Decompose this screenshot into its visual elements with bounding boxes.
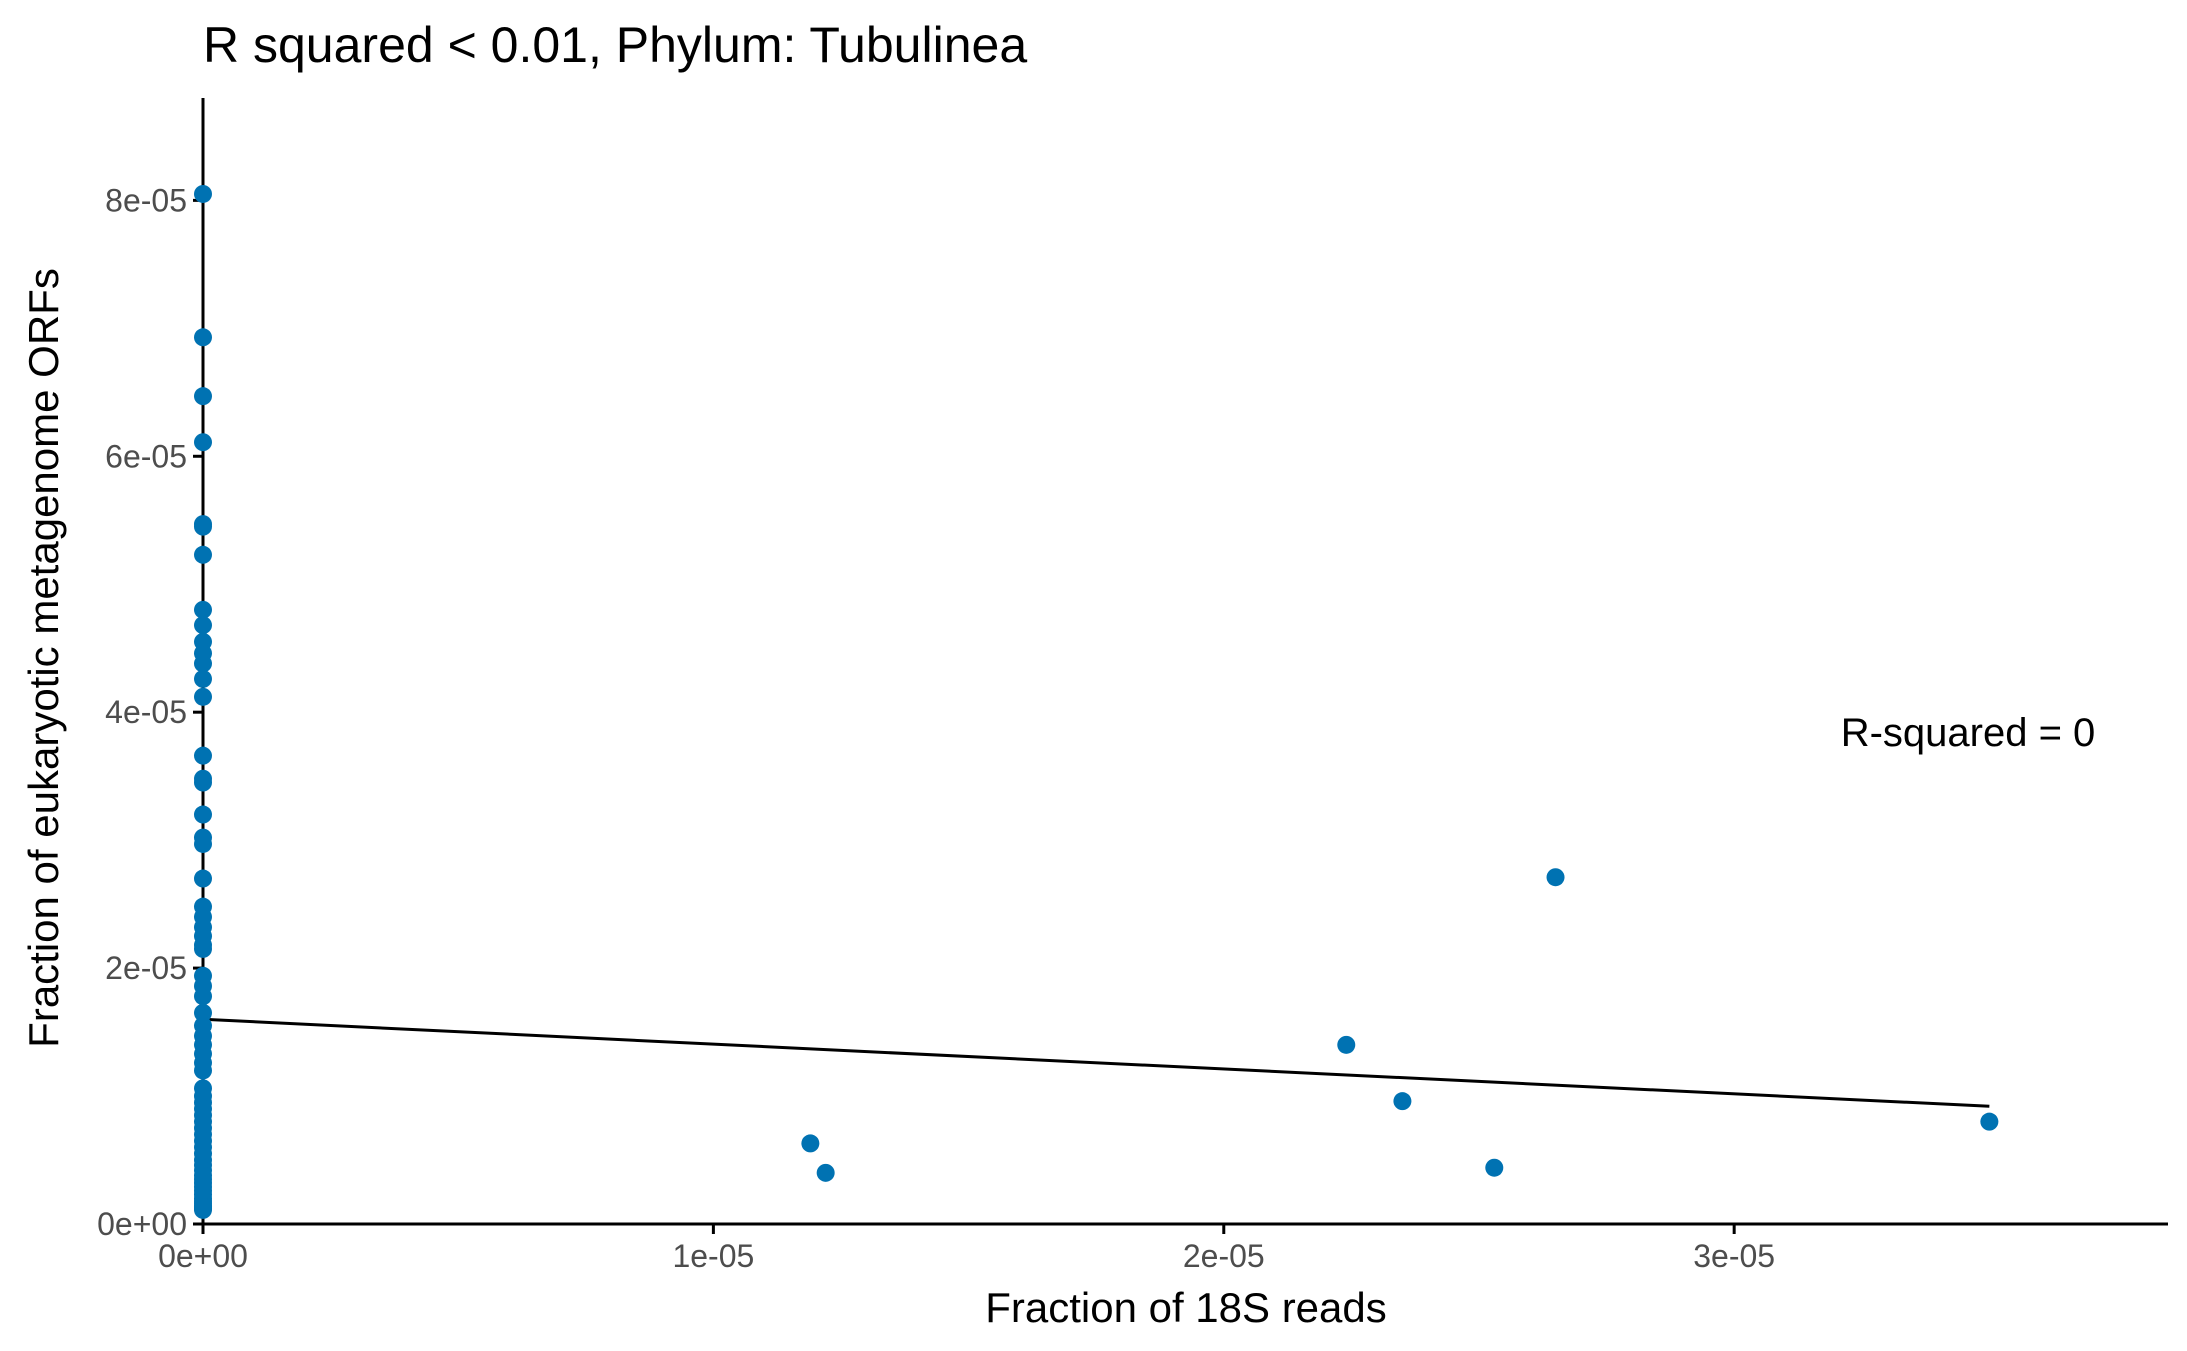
x-tick-label: 0e+00	[158, 1238, 248, 1274]
y-tick-label: 2e-05	[105, 950, 187, 986]
data-point	[194, 987, 212, 1006]
data-point	[194, 517, 212, 536]
data-point	[194, 805, 212, 824]
data-point	[194, 616, 212, 635]
data-point	[194, 669, 212, 688]
x-axis-title: Fraction of 18S reads	[985, 1284, 1387, 1331]
y-tick-label: 6e-05	[105, 438, 187, 474]
data-point	[816, 1163, 835, 1182]
data-point	[194, 600, 212, 619]
data-point	[194, 746, 212, 765]
x-tick-label: 2e-05	[1183, 1238, 1265, 1274]
y-tick-label: 8e-05	[105, 182, 187, 218]
points-layer	[194, 184, 1999, 1219]
data-point	[194, 654, 212, 673]
data-point	[194, 184, 212, 203]
data-point	[194, 773, 212, 792]
data-point	[194, 869, 212, 888]
x-tick-label: 1e-05	[672, 1238, 754, 1274]
ticks-layer: 0e+00 1e-05 2e-05 3e-05 0e+00 2e-05 4e-05 6e-05…	[97, 182, 1775, 1274]
y-axis-title: Fraction of eukaryotic metagenome ORFs	[20, 268, 67, 1048]
data-point	[1980, 1112, 1999, 1131]
data-point	[1485, 1158, 1504, 1177]
data-point	[1393, 1092, 1412, 1111]
data-point	[801, 1134, 820, 1153]
data-point	[194, 328, 212, 347]
y-tick-label: 4e-05	[105, 694, 187, 730]
data-point	[1546, 868, 1565, 887]
regression-line	[202, 1017, 1990, 1108]
data-point	[194, 1003, 212, 1022]
data-point	[1337, 1035, 1356, 1054]
data-point	[194, 387, 212, 406]
data-point	[194, 687, 212, 706]
data-point	[194, 939, 212, 958]
x-tick-label: 3e-05	[1693, 1238, 1775, 1274]
data-point	[194, 1061, 212, 1080]
chart-title: R squared < 0.01, Phylum: Tubulinea	[203, 17, 1027, 73]
data-point	[194, 1200, 212, 1219]
y-tick-label: 0e+00	[97, 1206, 187, 1242]
data-point	[194, 834, 212, 853]
data-point	[194, 545, 212, 564]
data-point	[194, 433, 212, 452]
r-squared-annotation: R-squared = 0	[1841, 711, 2096, 755]
